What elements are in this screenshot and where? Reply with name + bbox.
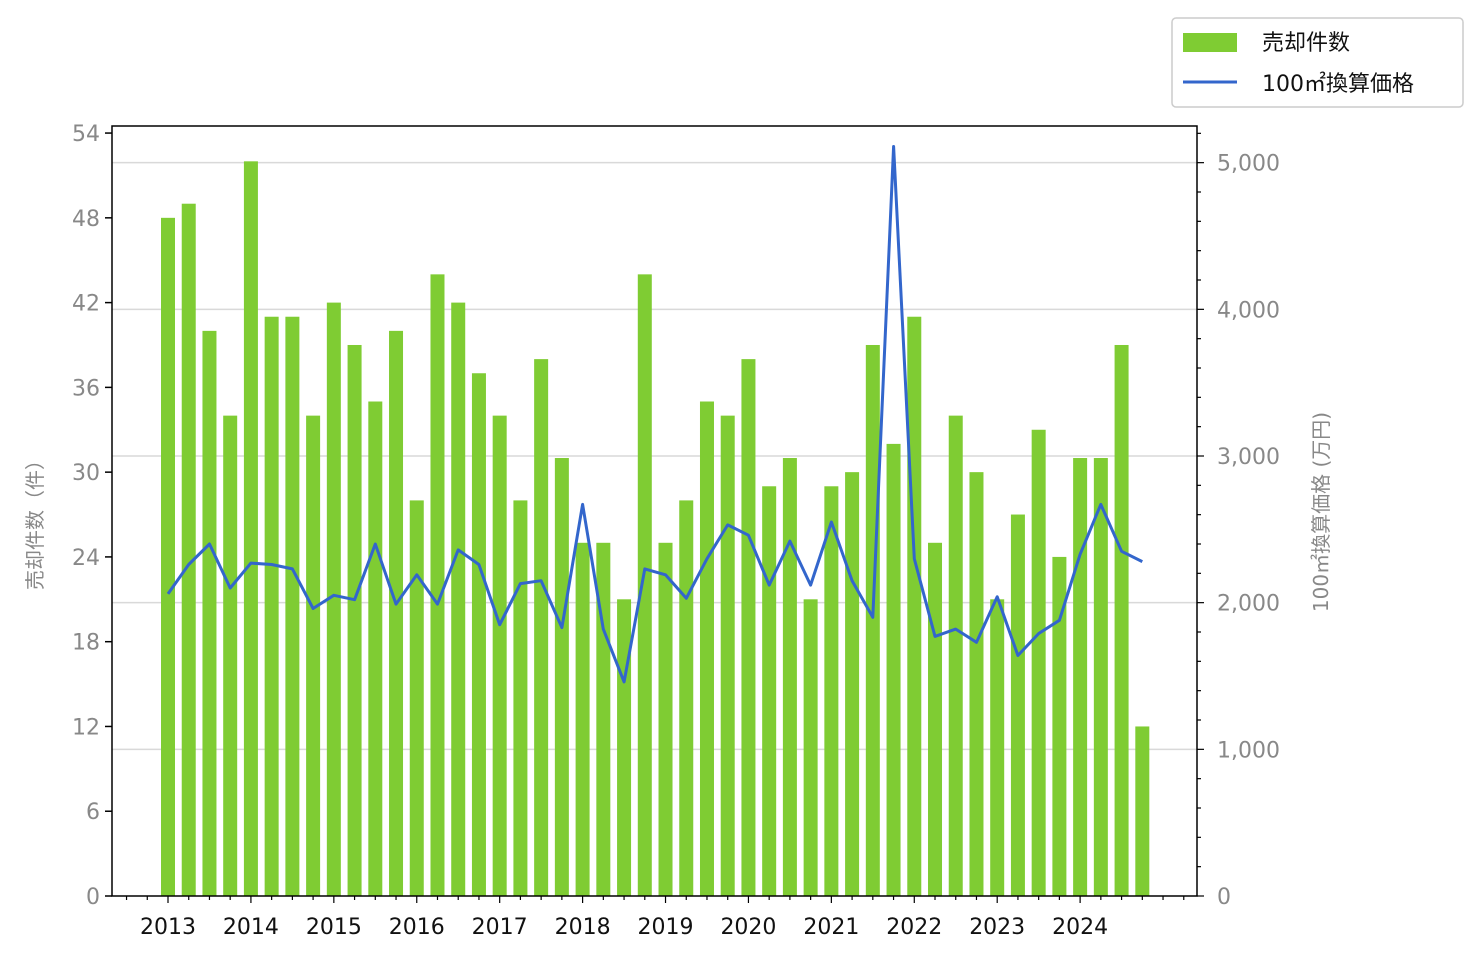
x-tick-label: 2020 <box>720 915 776 940</box>
x-tick-label: 2023 <box>969 915 1025 940</box>
bar <box>886 443 901 896</box>
bar <box>181 203 196 896</box>
bar <box>471 373 486 897</box>
bar <box>741 359 756 896</box>
bar <box>1093 458 1108 896</box>
bar <box>1052 556 1067 896</box>
right-tick-label: 3,000 <box>1217 445 1280 470</box>
left-tick-label: 12 <box>72 715 100 740</box>
bar <box>451 302 466 897</box>
bar <box>1073 458 1088 896</box>
x-tick-label: 2024 <box>1052 915 1108 940</box>
right-tick-label: 1,000 <box>1217 738 1280 763</box>
bar <box>306 415 321 896</box>
bar <box>513 500 528 896</box>
bar <box>617 599 632 896</box>
bar <box>554 458 569 896</box>
right-axis-title: 100㎡換算価格 (万円) <box>1309 412 1333 612</box>
bar <box>492 415 507 896</box>
left-tick-label: 18 <box>72 631 100 656</box>
bar <box>243 161 258 896</box>
right-y-axis: 0 1,000 2,000 3,000 4,000 5,000 <box>1197 132 1280 910</box>
legend-box <box>1171 17 1464 108</box>
bar <box>326 302 341 897</box>
bar <box>928 542 943 896</box>
bar <box>285 316 300 896</box>
left-tick-label: 24 <box>72 546 100 571</box>
bar <box>409 500 424 896</box>
price-line <box>166 145 1143 684</box>
line-series <box>166 145 1143 684</box>
x-tick-label: 2014 <box>223 915 279 940</box>
bar <box>637 274 652 896</box>
bar <box>368 401 383 896</box>
bar <box>223 415 238 896</box>
left-tick-label: 48 <box>72 207 100 232</box>
bar <box>907 316 922 896</box>
bar-series <box>161 161 1150 897</box>
right-tick-label: 2,000 <box>1217 592 1280 617</box>
x-tick-label: 2018 <box>555 915 611 940</box>
legend: 売却件数 100㎡換算価格 <box>1171 17 1464 108</box>
x-tick-label: 2019 <box>638 915 694 940</box>
x-axis: 2013 2014 2015 2016 2017 2018 2019 2020 2021 2022… <box>125 896 1185 940</box>
x-tick-label: 2021 <box>803 915 859 940</box>
bar <box>969 472 984 896</box>
left-tick-label: 0 <box>86 885 100 910</box>
x-tick-label: 2013 <box>140 915 196 940</box>
bar <box>948 415 963 896</box>
bar <box>679 500 694 896</box>
bar <box>1031 429 1046 896</box>
bar <box>1010 514 1025 896</box>
plot-frame <box>111 125 1198 897</box>
legend-line-label: 100㎡換算価格 <box>1262 71 1414 97</box>
left-tick-label: 30 <box>72 461 100 486</box>
bar <box>845 472 860 896</box>
legend-bar-swatch <box>1183 33 1237 52</box>
bar <box>575 542 590 896</box>
left-tick-label: 54 <box>72 122 100 147</box>
right-tick-label: 0 <box>1217 885 1231 910</box>
bar <box>389 330 404 896</box>
right-tick-label: 4,000 <box>1217 298 1280 323</box>
left-tick-label: 42 <box>72 292 100 317</box>
left-axis-title: 売却件数（件） <box>23 450 47 590</box>
bar <box>596 542 611 896</box>
bar <box>534 359 549 896</box>
bar <box>658 542 673 896</box>
bar <box>720 415 735 896</box>
bar <box>824 486 839 896</box>
bar <box>264 316 279 896</box>
x-tick-label: 2015 <box>306 915 362 940</box>
bar <box>430 274 445 896</box>
right-tick-label: 5,000 <box>1217 152 1280 177</box>
legend-bar-label: 売却件数 <box>1262 31 1350 56</box>
x-tick-label: 2022 <box>886 915 942 940</box>
bar <box>699 401 714 896</box>
bar <box>865 344 880 896</box>
bar <box>762 486 777 896</box>
left-y-axis: 0 6 12 18 24 30 36 42 48 54 <box>72 122 112 910</box>
bar <box>1114 344 1129 896</box>
x-tick-label: 2017 <box>472 915 528 940</box>
bar <box>782 458 797 896</box>
bar <box>990 599 1005 896</box>
left-tick-label: 36 <box>72 376 100 401</box>
bar <box>161 217 175 897</box>
bar <box>803 599 818 896</box>
left-tick-label: 6 <box>86 800 100 825</box>
x-tick-label: 2016 <box>389 915 445 940</box>
bar <box>1135 726 1150 896</box>
bar <box>202 330 217 896</box>
bar <box>347 344 362 896</box>
